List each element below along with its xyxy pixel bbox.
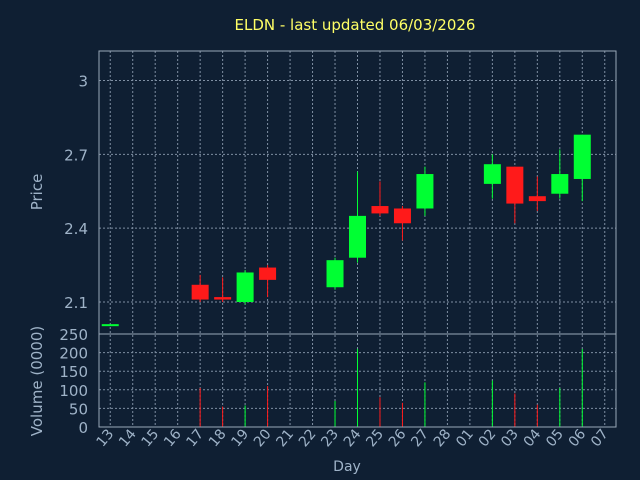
candle-body	[349, 215, 366, 258]
volume-bars	[199, 348, 583, 427]
day-axis-ticks: 1314151617181920212223242526272801020304…	[94, 426, 612, 450]
candle-27	[416, 166, 434, 216]
price-axis-label: Price	[28, 174, 46, 211]
candle-body	[528, 196, 546, 202]
candle-03	[506, 166, 524, 224]
day-tick-label: 17	[183, 426, 207, 450]
price-axis-ticks: 2.1 2.4 2.7 3	[64, 73, 88, 312]
day-tick-label: 28	[431, 426, 455, 450]
day-tick-label: 13	[94, 426, 118, 450]
volume-tick-label: 200	[59, 345, 88, 363]
candle-body	[573, 134, 591, 179]
day-tick-label: 24	[341, 426, 365, 450]
day-tick-label: 22	[296, 426, 320, 450]
day-tick-label: 23	[318, 426, 342, 450]
grid-lines	[99, 51, 616, 428]
day-tick-label: 25	[363, 426, 387, 450]
candle-25	[371, 181, 389, 216]
day-tick-label: 27	[408, 426, 432, 450]
volume-axis-label: Volume (0000)	[28, 326, 46, 436]
candle-24	[349, 171, 366, 263]
price-tick-label: 2.7	[64, 146, 88, 164]
candle-body	[371, 206, 389, 214]
candle-body	[551, 174, 569, 194]
candle-body	[214, 297, 232, 300]
volume-tick-label: 0	[78, 419, 88, 437]
candle-05	[551, 149, 569, 199]
candle-04	[528, 176, 546, 211]
candle-17	[191, 274, 209, 303]
volume-tick-label: 100	[59, 382, 88, 400]
candle-body	[326, 260, 344, 288]
candle-26	[393, 206, 411, 241]
day-tick-label: 14	[116, 426, 140, 450]
day-tick-label: 04	[521, 426, 545, 450]
day-tick-label: 15	[139, 426, 163, 450]
candle-body	[483, 164, 501, 184]
day-tick-label: 01	[453, 426, 477, 450]
day-tick-label: 18	[206, 426, 230, 450]
candle-body	[416, 174, 434, 209]
candle-23	[326, 257, 344, 290]
volume-tick-label: 50	[69, 400, 88, 418]
candle-18	[214, 277, 232, 303]
volume-tick-label: 250	[59, 326, 88, 344]
day-tick-label: 20	[251, 426, 275, 450]
day-tick-label: 02	[476, 426, 500, 450]
day-tick-label: 06	[566, 426, 590, 450]
price-tick-label: 3	[78, 73, 88, 91]
candle-02	[483, 154, 501, 199]
candle-body	[393, 208, 411, 224]
day-axis-label: Day	[333, 459, 361, 475]
price-tick-label: 2.1	[64, 294, 88, 312]
volume-tick-label: 150	[59, 363, 88, 381]
price-tick-label: 2.4	[64, 220, 88, 238]
candle-20	[259, 265, 277, 298]
day-tick-label: 05	[543, 426, 567, 450]
candle-19	[236, 270, 254, 305]
day-tick-label: 19	[228, 426, 252, 450]
day-tick-label: 26	[386, 426, 410, 450]
candles	[101, 134, 591, 327]
candle-body	[506, 166, 524, 204]
candle-13	[101, 324, 119, 327]
candle-body	[259, 267, 277, 280]
day-tick-label: 03	[498, 426, 522, 450]
volume-panel-frame	[98, 333, 617, 428]
candle-body	[101, 324, 119, 327]
day-tick-label: 21	[273, 426, 297, 450]
candle-06	[573, 134, 591, 202]
day-tick-label: 16	[161, 426, 185, 450]
candle-body	[191, 284, 209, 300]
day-tick-label: 07	[588, 426, 612, 450]
candle-body	[236, 272, 254, 303]
chart-title: ELDN - last updated 06/03/2026	[235, 16, 476, 34]
